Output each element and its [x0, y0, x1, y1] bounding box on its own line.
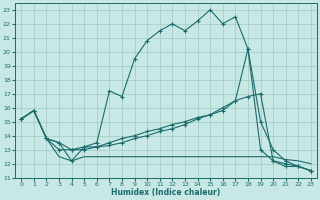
X-axis label: Humidex (Indice chaleur): Humidex (Indice chaleur): [111, 188, 221, 197]
